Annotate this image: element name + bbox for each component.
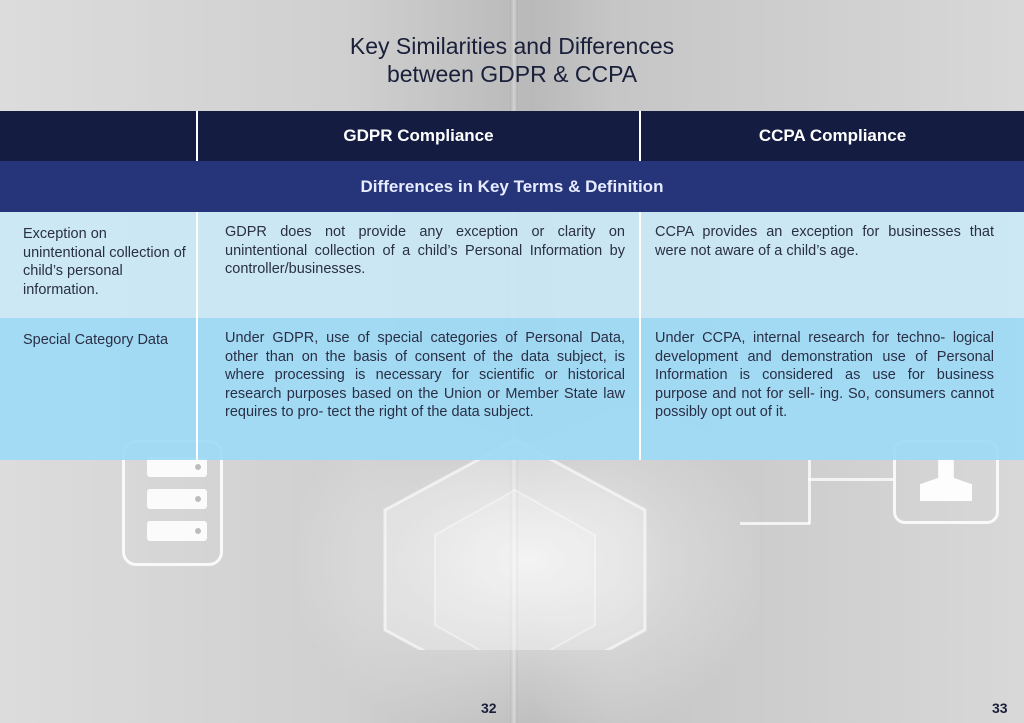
- server-rack-icon: [122, 440, 223, 566]
- circuit-line: [740, 522, 810, 525]
- page-title: Key Similarities and Differences between…: [0, 32, 1024, 88]
- row-label: Exception on unintentional collection of…: [23, 226, 186, 298]
- table-row: Special Category Data Under GDPR, use of…: [0, 318, 1024, 460]
- ccpa-cell: Under CCPA, internal research for techno…: [639, 318, 1024, 460]
- row-label: Special Category Data: [23, 332, 169, 348]
- section-heading: Differences in Key Terms & Definition: [0, 161, 1024, 212]
- page-number-right: 33: [992, 700, 1008, 716]
- title-line-2: between GDPR & CCPA: [386, 61, 638, 87]
- table-row: Exception on unintentional collection of…: [0, 212, 1024, 318]
- header-blank-cell: [0, 111, 196, 161]
- page-number-left: 32: [481, 700, 497, 716]
- comparison-table: GDPR Compliance CCPA Compliance Differen…: [0, 111, 1024, 460]
- header-gdpr: GDPR Compliance: [196, 111, 639, 161]
- hexagon-graphic: [383, 438, 647, 650]
- gdpr-cell: Under GDPR, use of special categories of…: [196, 318, 639, 460]
- ccpa-cell: CCPA provides an exception for businesse…: [639, 212, 1024, 318]
- gdpr-cell: GDPR does not provide any exception or c…: [196, 212, 639, 318]
- header-ccpa: CCPA Compliance: [639, 111, 1024, 161]
- circuit-line: [808, 460, 811, 524]
- circuit-line: [808, 478, 894, 481]
- table-header-row: GDPR Compliance CCPA Compliance: [0, 111, 1024, 161]
- title-line-1: Key Similarities and Differences: [349, 33, 675, 59]
